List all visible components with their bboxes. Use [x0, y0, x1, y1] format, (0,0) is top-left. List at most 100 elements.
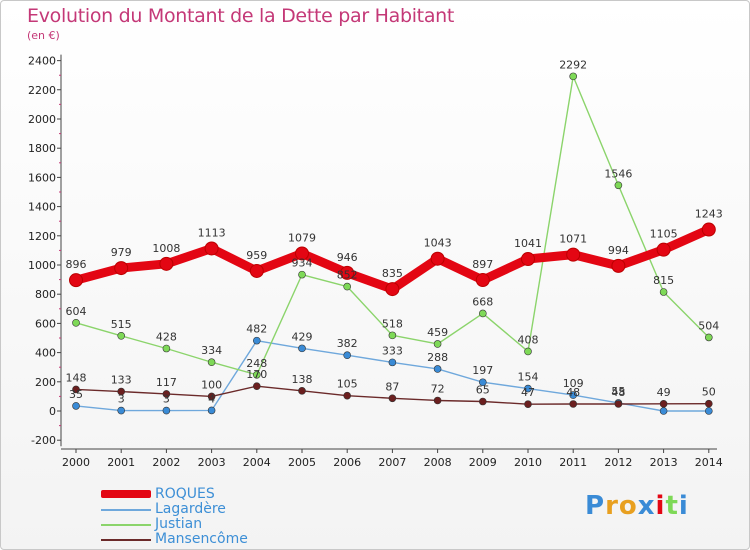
data-point-lagardre: [117, 406, 125, 415]
data-label-justian: 934: [292, 257, 313, 270]
data-label-mansencme: 133: [111, 374, 132, 387]
data-label-mansencme: 170: [246, 368, 267, 381]
y-tick-label: 1400: [28, 201, 56, 214]
data-point-lagardre: [704, 407, 713, 415]
data-point-roques: [249, 263, 264, 278]
legend-swatch-mansencome: [101, 539, 151, 541]
y-tick-label: 800: [35, 288, 56, 301]
data-label-mansencme: 48: [566, 386, 580, 399]
y-tick-label: 200: [35, 376, 56, 389]
data-point-roques: [114, 261, 129, 276]
data-point-roques: [701, 222, 716, 237]
legend-label-lagardere: Lagardère: [155, 501, 226, 517]
data-label-roques: 897: [472, 258, 493, 271]
x-tick-label: 2014: [695, 456, 723, 469]
data-point-lagardre: [207, 406, 216, 415]
data-point-justian: [659, 288, 668, 296]
data-label-mansencme: 50: [702, 386, 716, 399]
data-point-justian: [298, 270, 306, 279]
data-label-lagardre: 429: [292, 330, 313, 343]
chart-subtitle: (en €): [27, 29, 60, 42]
data-label-mansencme: 72: [431, 382, 445, 395]
data-point-mansencme: [117, 387, 125, 396]
data-point-mansencme: [343, 391, 352, 400]
chart-title: Evolution du Montant de la Dette par Hab…: [27, 5, 455, 27]
data-point-justian: [207, 358, 216, 367]
data-point-justian: [253, 370, 261, 379]
y-tick-label: 1800: [28, 142, 56, 155]
data-label-justian: 815: [653, 274, 674, 287]
data-label-roques: 994: [608, 244, 629, 257]
logo-letter: x: [637, 491, 656, 521]
data-point-lagardre: [162, 406, 171, 415]
data-point-mansencme: [614, 400, 623, 408]
data-label-roques: 959: [246, 249, 267, 262]
data-label-mansencme: 47: [521, 386, 535, 399]
data-point-roques: [295, 246, 309, 261]
data-point-roques: [656, 242, 671, 257]
data-point-lagardre: [388, 358, 397, 367]
data-label-mansencme: 87: [385, 380, 399, 393]
data-label-mansencme: 65: [476, 384, 490, 397]
x-tick-label: 2008: [424, 456, 452, 469]
y-tick-label: 2400: [28, 55, 56, 68]
data-point-mansencme: [298, 387, 306, 395]
data-point-roques: [69, 273, 83, 288]
data-label-justian: 2292: [559, 58, 587, 71]
legend-label-roques: ROQUES: [155, 486, 215, 502]
data-point-roques: [159, 256, 174, 271]
data-point-mansencme: [72, 385, 80, 394]
data-label-roques: 1043: [424, 237, 452, 250]
data-label-justian: 518: [382, 317, 403, 330]
data-label-roques: 1105: [650, 228, 678, 241]
data-point-justian: [162, 344, 171, 353]
data-label-lagardre: 154: [518, 371, 539, 384]
x-tick-label: 2010: [514, 456, 542, 469]
x-tick-label: 2003: [198, 456, 226, 469]
data-label-roques: 835: [382, 267, 403, 280]
data-point-justian: [72, 319, 80, 327]
data-label-roques: 1079: [288, 231, 316, 244]
x-tick-label: 2005: [288, 456, 316, 469]
x-tick-label: 2006: [333, 456, 361, 469]
data-point-roques: [475, 273, 490, 288]
data-label-justian: 408: [518, 333, 539, 346]
data-point-mansencme: [478, 397, 487, 406]
y-tick-label: 400: [35, 347, 56, 360]
data-point-roques: [340, 265, 355, 280]
proxiti-logo: Proxiti: [585, 491, 689, 521]
data-point-lagardre: [343, 351, 352, 360]
x-tick-label: 2004: [243, 456, 271, 469]
data-point-mansencme: [704, 399, 713, 408]
legend-swatch-lagardere: [101, 509, 151, 511]
y-tick-label: 1200: [28, 230, 56, 243]
x-tick-label: 2011: [559, 456, 587, 469]
data-label-justian: 504: [698, 319, 719, 332]
data-label-roques: 1071: [559, 233, 587, 246]
data-label-roques: 1113: [198, 227, 226, 240]
data-label-mansencme: 138: [292, 373, 313, 386]
data-label-justian: 248: [246, 357, 267, 370]
legend-swatch-justian: [101, 524, 151, 526]
data-label-justian: 459: [427, 326, 448, 339]
data-label-mansencme: 100: [201, 378, 222, 391]
y-tick-label: 1600: [28, 171, 56, 184]
data-label-lagardre: 55: [611, 385, 625, 398]
data-label-lagardre: 3: [118, 393, 125, 406]
data-point-mansencme: [659, 400, 668, 408]
x-tick-label: 2012: [604, 456, 632, 469]
y-tick-label: 2000: [28, 113, 56, 126]
data-point-mansencme: [162, 390, 171, 398]
y-tick-label: 0: [49, 405, 56, 418]
data-label-mansencme: 148: [66, 371, 87, 384]
data-label-justian: 1546: [604, 167, 632, 180]
data-point-roques: [204, 241, 219, 256]
y-tick-label: 1000: [28, 259, 56, 272]
data-label-roques: 896: [66, 258, 87, 271]
data-point-mansencme: [524, 400, 532, 408]
data-label-mansencme: 49: [657, 386, 671, 399]
data-point-roques: [521, 252, 535, 267]
data-point-justian: [704, 333, 713, 342]
